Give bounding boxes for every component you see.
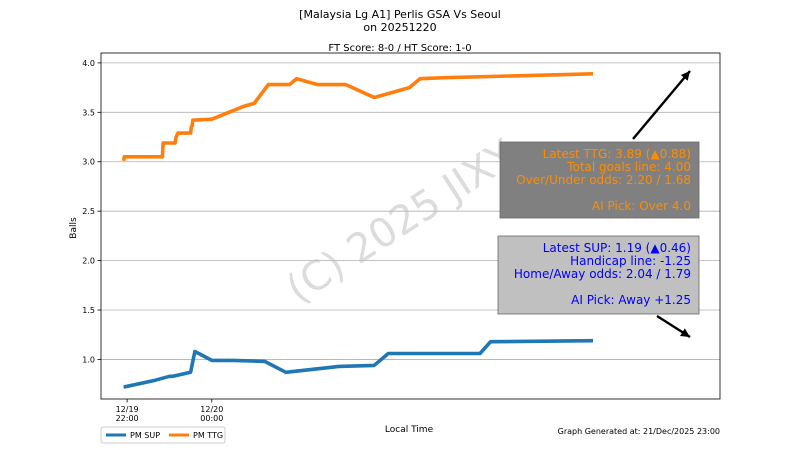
y-tick-label: 3.5: [82, 108, 95, 117]
x-tick-label: 12/19: [116, 405, 139, 414]
annotation-line-sup: AI Pick: Away +1.25: [571, 293, 691, 307]
x-tick-label: 12/20: [200, 405, 223, 414]
x-axis-label: Local Time: [385, 425, 434, 435]
generated-at-text: Graph Generated at: 21/Dec/2025 23:00: [558, 427, 720, 436]
chart-title-line-1: [Malaysia Lg A1] Perlis GSA Vs Seoul: [299, 8, 501, 21]
x-tick-label: 00:00: [200, 414, 223, 423]
watermark-text: (C) 2025 JIXY: [279, 131, 524, 312]
grid-layer: [101, 62, 720, 360]
annotation-line-ttg: AI Pick: Over 4.0: [592, 199, 691, 213]
y-tick-label: 1.0: [82, 355, 95, 364]
y-tick-label: 2.0: [82, 257, 95, 266]
x-tick-label: 22:00: [116, 414, 139, 423]
legend: PM SUP PM TTG: [100, 426, 226, 444]
annotation-arrow-ttg: [632, 70, 691, 140]
chart-title-line-2: on 20251220: [363, 21, 436, 34]
legend-label-ttg: PM TTG: [193, 431, 223, 440]
series-layer: [121, 72, 594, 389]
annotation-arrowhead-ttg: [680, 71, 690, 81]
annotation-line-ttg: Over/Under odds: 2.20 / 1.68: [516, 173, 691, 187]
series-line-pm-ttg: [121, 72, 594, 162]
y-tick-label: 1.5: [82, 306, 95, 315]
y-axis-label: Balls: [69, 217, 79, 239]
annotation-box-ttg: [499, 141, 700, 219]
watermark-layer: (C) 2025 JIXY: [279, 131, 524, 312]
annotation-line-ttg: Latest TTG: 3.89 (▲0.88): [543, 147, 691, 161]
annotation-line-ttg: Total goals line: 4.00: [566, 160, 691, 174]
y-tick-label: 4.0: [82, 59, 95, 68]
annotation-arrowhead-sup: [679, 328, 690, 337]
legend-label-sup: PM SUP: [130, 431, 160, 440]
annotation-box-sup: [497, 235, 700, 315]
chart-subtitle: FT Score: 8-0 / HT Score: 1-0: [328, 43, 471, 54]
annotation-layer: Latest TTG: 3.89 (▲0.88)Total goals line…: [497, 70, 700, 339]
annotation-line-sup: Latest SUP: 1.19 (▲0.46): [543, 241, 691, 255]
frame-layer: [100, 52, 721, 400]
legend-box: [100, 426, 226, 444]
series-line-pm-sup: [123, 338, 594, 389]
y-tick-label: 2.5: [82, 207, 95, 216]
annotation-line-sup: Handicap line: -1.25: [570, 254, 691, 268]
annotation-line-sup: Home/Away odds: 2.04 / 1.79: [514, 267, 691, 281]
plot-frame: [100, 52, 721, 400]
y-tick-label: 3.0: [82, 158, 95, 167]
